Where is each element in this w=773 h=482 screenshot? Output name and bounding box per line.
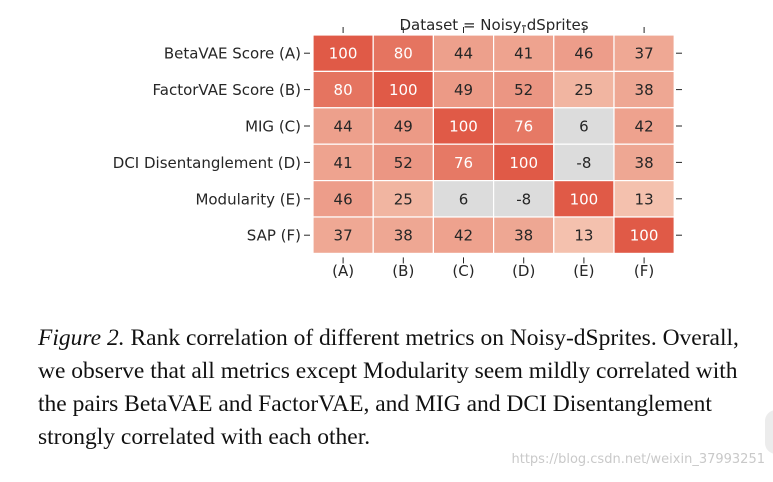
heatmap-cell: [493, 143, 555, 182]
col-label: (A): [332, 262, 354, 280]
heatmap-cell: [613, 216, 675, 255]
cell-value: 100: [329, 45, 358, 63]
heatmap-cell: [312, 216, 374, 255]
cell-value: 80: [394, 45, 413, 63]
cell-value: 44: [334, 118, 353, 136]
scroll-edge-handle: [765, 410, 773, 454]
cell-value: 37: [334, 227, 353, 245]
heatmap-cells: 100 80 44 41 46 37 80 100 49 52 25 38 44 49 100 76 6 42 41…: [312, 34, 675, 255]
col-label: (C): [452, 262, 474, 280]
cell-value: 38: [514, 227, 533, 245]
col-label: (D): [512, 262, 535, 280]
cell-value: 38: [394, 227, 413, 245]
caption-text: Rank correlation of different metrics on…: [38, 325, 739, 450]
cell-value: 38: [635, 154, 654, 172]
cell-value: 76: [454, 154, 473, 172]
cell-value: 38: [635, 81, 654, 99]
row-label: SAP (F): [247, 227, 301, 245]
col-label: (E): [573, 262, 594, 280]
cell-value: 100: [630, 227, 659, 245]
cell-value: 46: [574, 45, 593, 63]
cell-value: 52: [514, 81, 533, 99]
heatmap-cell: [312, 143, 374, 182]
heatmap-cell: [553, 216, 615, 255]
cell-value: -8: [516, 190, 531, 208]
cell-value: 52: [394, 154, 413, 172]
cell-value: 41: [334, 154, 353, 172]
heatmap-cell: [613, 143, 675, 182]
row-label: BetaVAE Score (A): [164, 45, 301, 63]
cell-value: 13: [635, 190, 654, 208]
heatmap-cell: [613, 70, 675, 109]
row-label: Modularity (E): [195, 190, 301, 208]
heatmap-cell: [372, 143, 435, 182]
figure-label: Figure 2.: [38, 325, 125, 351]
cell-value: 46: [334, 190, 353, 208]
cell-value: 100: [389, 81, 418, 99]
heatmap-cell: [493, 107, 555, 145]
cell-value: 100: [509, 154, 538, 172]
col-label: (F): [634, 262, 654, 280]
heatmap-cell: [312, 34, 374, 73]
row-label: MIG (C): [245, 118, 301, 136]
heatmap-cell: [553, 180, 615, 218]
heatmap-cell: [553, 107, 615, 145]
cell-value: 49: [394, 118, 413, 136]
heatmap-cell: [493, 216, 555, 255]
cell-value: 37: [635, 45, 654, 63]
chart-title: Dataset = Noisy-dSprites: [399, 16, 588, 34]
cell-value: 41: [514, 45, 533, 63]
cell-value: 6: [579, 118, 589, 136]
heatmap-cell: [432, 143, 495, 182]
cell-value: -8: [576, 154, 591, 172]
heatmap-cell: [613, 34, 675, 73]
axis-ticks: [304, 27, 682, 264]
heatmap-cell: [372, 107, 435, 145]
cell-value: 25: [394, 190, 413, 208]
watermark: https://blog.csdn.net/weixin_37993251: [511, 452, 765, 467]
cell-value: 42: [454, 227, 473, 245]
heatmap-cell: [613, 180, 675, 218]
cell-value: 25: [574, 81, 593, 99]
heatmap-cell: [432, 180, 495, 218]
heatmap-cell: [493, 180, 555, 218]
heatmap-cell: [493, 70, 555, 109]
cell-value: 100: [570, 190, 599, 208]
heatmap-cell: [372, 34, 435, 73]
heatmap-cell: [372, 70, 435, 109]
cell-value: 6: [459, 190, 469, 208]
figure-caption: Figure 2. Rank correlation of different …: [38, 322, 768, 454]
row-label: FactorVAE Score (B): [153, 81, 302, 99]
heatmap-cell: [613, 107, 675, 145]
heatmap-chart: Dataset = Noisy-dSprites 100 80 44 41 46 37 80…: [113, 16, 682, 280]
cell-value: 100: [449, 118, 478, 136]
cell-value: 13: [574, 227, 593, 245]
cell-value: 76: [514, 118, 533, 136]
cell-value: 80: [334, 81, 353, 99]
cell-value: 42: [635, 118, 654, 136]
heatmap-cell: [553, 143, 615, 182]
row-label: DCI Disentanglement (D): [113, 154, 301, 172]
cell-value: 49: [454, 81, 473, 99]
col-labels: (A) (B) (C) (D) (E) (F): [332, 262, 654, 280]
col-label: (B): [392, 262, 414, 280]
row-labels: BetaVAE Score (A) FactorVAE Score (B) MIG …: [113, 45, 301, 245]
cell-value: 44: [454, 45, 473, 63]
